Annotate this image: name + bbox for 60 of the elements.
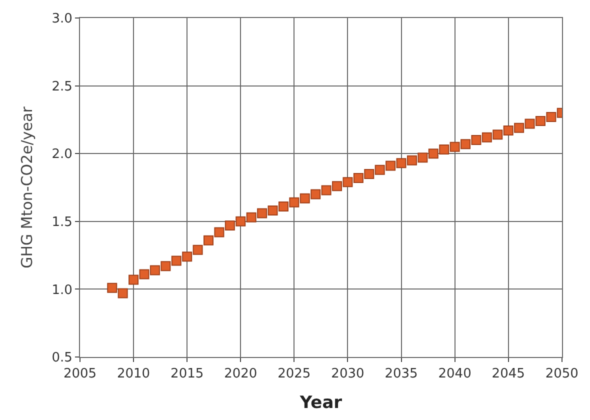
- point: [107, 282, 118, 293]
- x-tick-label: 2020: [224, 366, 258, 382]
- point: [374, 164, 385, 175]
- point: [492, 130, 503, 140]
- point: [503, 126, 514, 136]
- point: [236, 216, 246, 226]
- point: [342, 177, 353, 188]
- x-tick-label: 2045: [492, 366, 525, 382]
- x-tick-label: 2005: [63, 366, 97, 382]
- point: [524, 118, 535, 129]
- point: [139, 269, 150, 280]
- point: [300, 193, 310, 204]
- x-tick-label: 2030: [331, 366, 364, 382]
- point: [321, 185, 332, 196]
- point: [332, 181, 342, 192]
- point: [257, 208, 268, 218]
- point: [192, 244, 203, 255]
- point: [128, 274, 139, 285]
- y-tick-label: 0.5: [52, 350, 72, 366]
- point: [278, 201, 288, 212]
- x-tick-label: 2015: [170, 366, 204, 382]
- x-tick-label: 2035: [384, 366, 418, 382]
- point: [482, 132, 492, 142]
- x-tick-label: 2025: [278, 366, 311, 382]
- point: [150, 265, 160, 276]
- x-axis-title: Year: [298, 393, 343, 413]
- y-tick-label: 2.0: [52, 147, 72, 162]
- point: [471, 135, 482, 146]
- point: [289, 197, 300, 208]
- point: [460, 139, 471, 150]
- point: [428, 148, 438, 159]
- point: [214, 227, 224, 238]
- y-tick-label: 3.0: [52, 12, 72, 27]
- point: [204, 235, 214, 246]
- point: [406, 155, 417, 166]
- point: [514, 122, 524, 133]
- y-tick-label: 1.5: [52, 214, 72, 230]
- point: [418, 152, 428, 163]
- y-axis-title: GHG Mton-CO2e/year: [18, 106, 36, 268]
- point: [353, 173, 364, 184]
- x-tick-label: 2050: [545, 366, 578, 382]
- point: [535, 116, 546, 126]
- x-tick-label: 2040: [438, 366, 472, 382]
- point: [160, 261, 171, 272]
- point: [386, 160, 396, 171]
- point: [118, 288, 128, 298]
- point: [546, 112, 556, 122]
- point: [224, 220, 235, 230]
- y-tick-label: 2.5: [52, 79, 72, 94]
- point: [268, 206, 278, 216]
- y-tick-label: 1.0: [52, 282, 72, 298]
- x-tick-label: 2010: [116, 366, 150, 382]
- point: [364, 168, 374, 179]
- point: [246, 212, 256, 222]
- point: [439, 144, 450, 155]
- point: [396, 158, 406, 168]
- point: [171, 256, 182, 266]
- point: [182, 252, 192, 262]
- point: [310, 189, 321, 200]
- point: [450, 142, 460, 152]
